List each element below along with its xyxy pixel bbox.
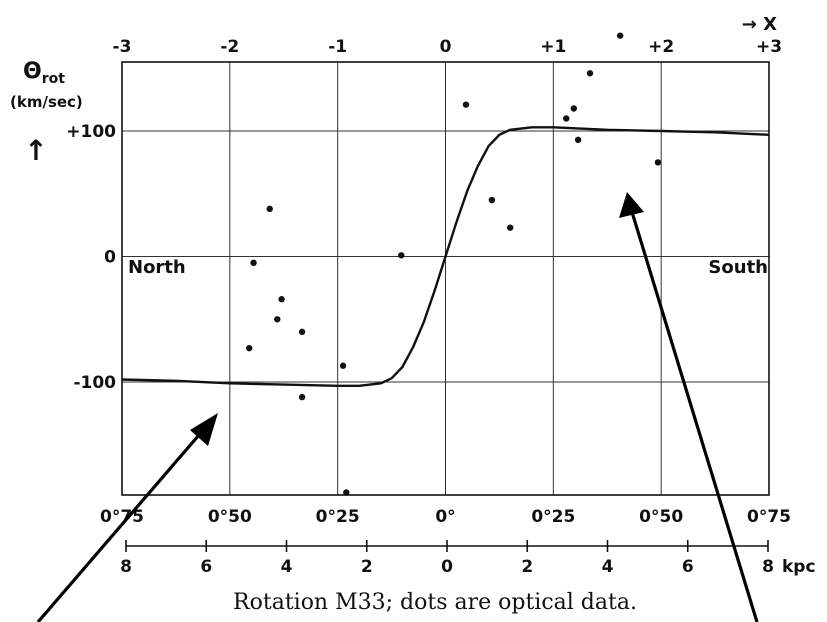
x-top-tick-label: +1 bbox=[540, 37, 566, 57]
x-top-tick-label: -2 bbox=[220, 37, 239, 57]
arrow-right bbox=[619, 192, 759, 622]
kpc-tick-label: 8 bbox=[120, 557, 132, 577]
data-point bbox=[574, 136, 582, 144]
data-point bbox=[298, 393, 306, 401]
up-arrow-icon: ↑ bbox=[24, 134, 47, 167]
rotation-curve-line bbox=[121, 126, 770, 387]
y-tick-label: -100 bbox=[73, 373, 116, 393]
angle-tick-label: 0°50 bbox=[208, 507, 252, 527]
data-point bbox=[274, 316, 281, 323]
y-label-unit: (km/sec) bbox=[10, 93, 83, 111]
north-label: North bbox=[128, 257, 186, 278]
data-point bbox=[246, 344, 253, 352]
x-top-tick-label: +2 bbox=[648, 37, 674, 57]
data-point bbox=[398, 252, 405, 259]
grid bbox=[122, 62, 769, 495]
angle-tick-label: 0° bbox=[435, 507, 455, 527]
south-label: South bbox=[708, 257, 768, 278]
y-label-theta: Θrot bbox=[23, 59, 65, 87]
kpc-tick-label: 0 bbox=[441, 557, 453, 577]
kpc-tick-label: 4 bbox=[602, 557, 614, 577]
x-top-tick-label: -3 bbox=[113, 37, 132, 57]
x-top-tick-label: -1 bbox=[328, 37, 347, 57]
angle-tick-label: 0°25 bbox=[316, 507, 360, 527]
tick-labels: -3 -2 -1 0 +1 +2 +3 +100 0 -100 0°75 0°50 0°25 0° 0°25… bbox=[66, 37, 791, 577]
kpc-tick-label: 6 bbox=[682, 557, 694, 577]
data-point bbox=[462, 101, 470, 108]
y-tick-label: 0 bbox=[104, 248, 116, 268]
angle-tick-label: 0°50 bbox=[639, 507, 683, 527]
data-point bbox=[507, 224, 514, 231]
x-top-tick-label: 0 bbox=[440, 37, 452, 57]
x-top-tick-label: +3 bbox=[756, 37, 782, 57]
kpc-tick-label: 2 bbox=[521, 557, 533, 577]
data-point bbox=[586, 70, 594, 77]
data-point bbox=[488, 196, 496, 204]
data-point bbox=[339, 362, 347, 369]
rotation-curve bbox=[121, 126, 770, 387]
data-point bbox=[616, 32, 624, 39]
data-point bbox=[654, 159, 662, 166]
y-tick-label: +100 bbox=[66, 122, 116, 142]
kpc-unit: kpc bbox=[782, 557, 816, 577]
arrow-left bbox=[36, 413, 218, 622]
optical-data-points bbox=[246, 32, 662, 496]
x-top-label: → X bbox=[742, 14, 777, 35]
data-point bbox=[278, 296, 285, 303]
data-point bbox=[570, 105, 578, 112]
data-point bbox=[343, 489, 350, 496]
data-point bbox=[266, 205, 273, 213]
plot-frame bbox=[121, 61, 770, 496]
data-point bbox=[250, 259, 257, 267]
kpc-tick-label: 2 bbox=[361, 557, 373, 577]
angle-tick-label: 0°25 bbox=[531, 507, 575, 527]
kpc-tick-label: 6 bbox=[200, 557, 212, 577]
data-point bbox=[298, 328, 306, 336]
kpc-tick-label: 4 bbox=[281, 557, 293, 577]
data-point bbox=[563, 115, 570, 122]
angle-tick-label: 0°75 bbox=[747, 507, 791, 527]
caption: Rotation M33; dots are optical data. bbox=[233, 590, 637, 615]
kpc-tick-label: 8 bbox=[762, 557, 774, 577]
